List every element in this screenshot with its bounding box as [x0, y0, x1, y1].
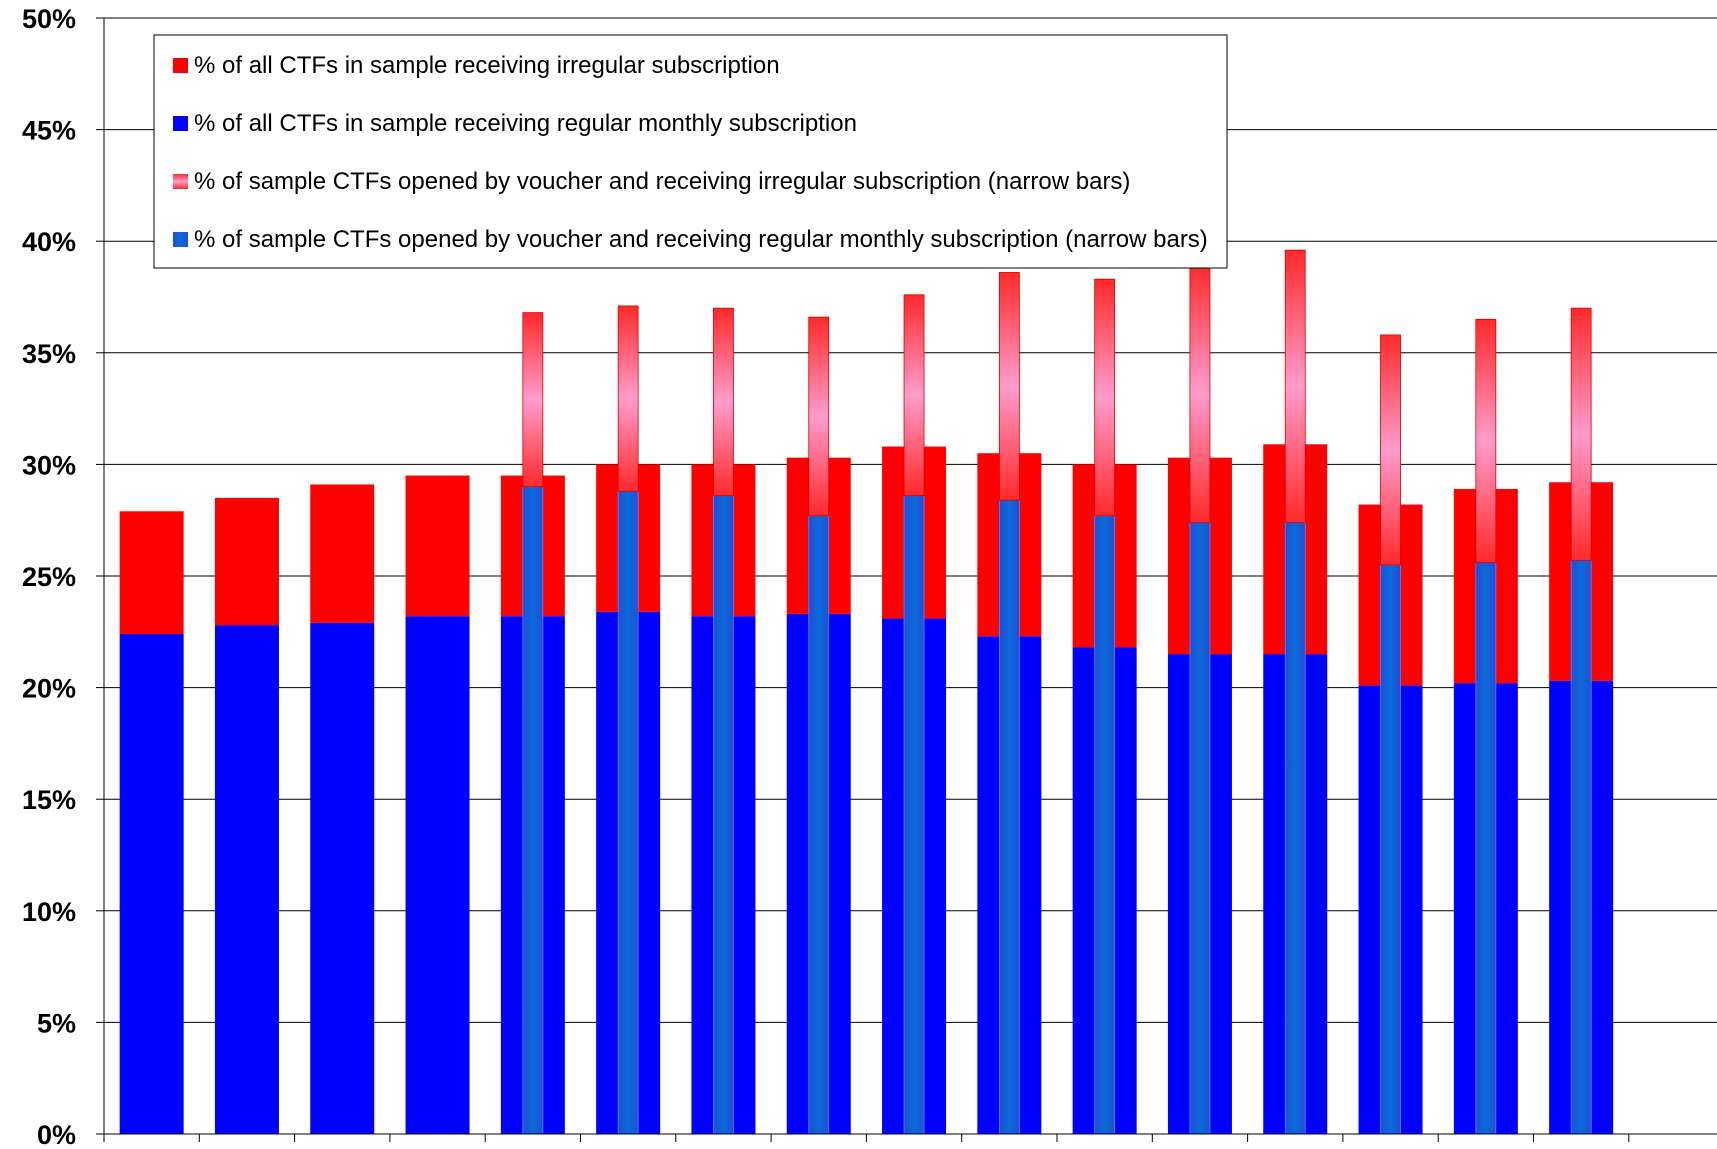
bar-irregular-voucher [998, 272, 1020, 501]
y-tick-label: 35% [22, 339, 76, 369]
bar-irregular-voucher [1380, 334, 1401, 566]
legend-label: % of all CTFs in sample receiving irregu… [194, 52, 780, 79]
bars [119, 249, 1614, 1135]
bar-regular-all [310, 622, 375, 1134]
bar-irregular-all [214, 497, 279, 626]
y-tick-label: 40% [22, 227, 76, 257]
bar-regular-voucher [1094, 515, 1116, 1135]
legend-swatch [173, 58, 188, 73]
bar-regular-all [214, 625, 279, 1134]
legend: % of all CTFs in sample receiving irregu… [153, 34, 1228, 269]
bar-regular-voucher [1570, 559, 1592, 1135]
bar-irregular-voucher [808, 316, 830, 517]
bar-regular-voucher [808, 515, 830, 1135]
bar-irregular-voucher [1094, 278, 1116, 517]
bar-regular-all [119, 634, 184, 1134]
bar-irregular-voucher [1570, 307, 1592, 561]
bar-regular-voucher [903, 495, 925, 1135]
legend-label: % of sample CTFs opened by voucher and r… [194, 226, 1208, 253]
bar-irregular-all [310, 484, 375, 623]
legend-label: % of all CTFs in sample receiving regula… [194, 110, 857, 137]
y-tick-label: 50% [22, 4, 76, 34]
bar-irregular-voucher [713, 307, 734, 497]
bar-regular-voucher [1475, 562, 1497, 1135]
axes: 0% 5% 10% 15% 20% 25% 30% 35% 40% 45% 50% [22, 4, 1717, 1149]
y-tick-label: 20% [22, 674, 76, 704]
bar-irregular-voucher [903, 294, 925, 497]
bar-regular-voucher [1189, 522, 1211, 1135]
bar-regular-voucher [713, 495, 734, 1135]
bar-irregular-voucher [1189, 263, 1211, 523]
legend-label: % of sample CTFs opened by voucher and r… [194, 168, 1130, 195]
bar-regular-voucher [522, 486, 544, 1135]
legend-swatch [173, 174, 188, 189]
legend-box [153, 34, 1228, 269]
bar-regular-voucher [1380, 564, 1401, 1135]
y-tick-label: 25% [22, 562, 76, 592]
bar-regular-all [405, 616, 470, 1134]
y-tick-label: 10% [22, 897, 76, 927]
y-tick-label: 5% [37, 1008, 76, 1038]
bar-regular-voucher [617, 490, 639, 1135]
legend-swatch [173, 116, 188, 131]
bar-regular-voucher [998, 499, 1020, 1135]
bar-irregular-voucher [522, 312, 544, 488]
bar-irregular-all [405, 475, 470, 617]
y-tick-label: 45% [22, 116, 76, 146]
bar-irregular-all [119, 511, 184, 635]
bar-irregular-voucher [617, 305, 639, 492]
bar-regular-voucher [1284, 522, 1306, 1135]
y-tick-label: 15% [22, 785, 76, 815]
bar-irregular-voucher [1475, 318, 1497, 564]
legend-swatch [173, 232, 188, 247]
bar-irregular-voucher [1284, 249, 1306, 523]
y-tick-label: 0% [37, 1120, 76, 1149]
y-tick-label: 30% [22, 450, 76, 480]
